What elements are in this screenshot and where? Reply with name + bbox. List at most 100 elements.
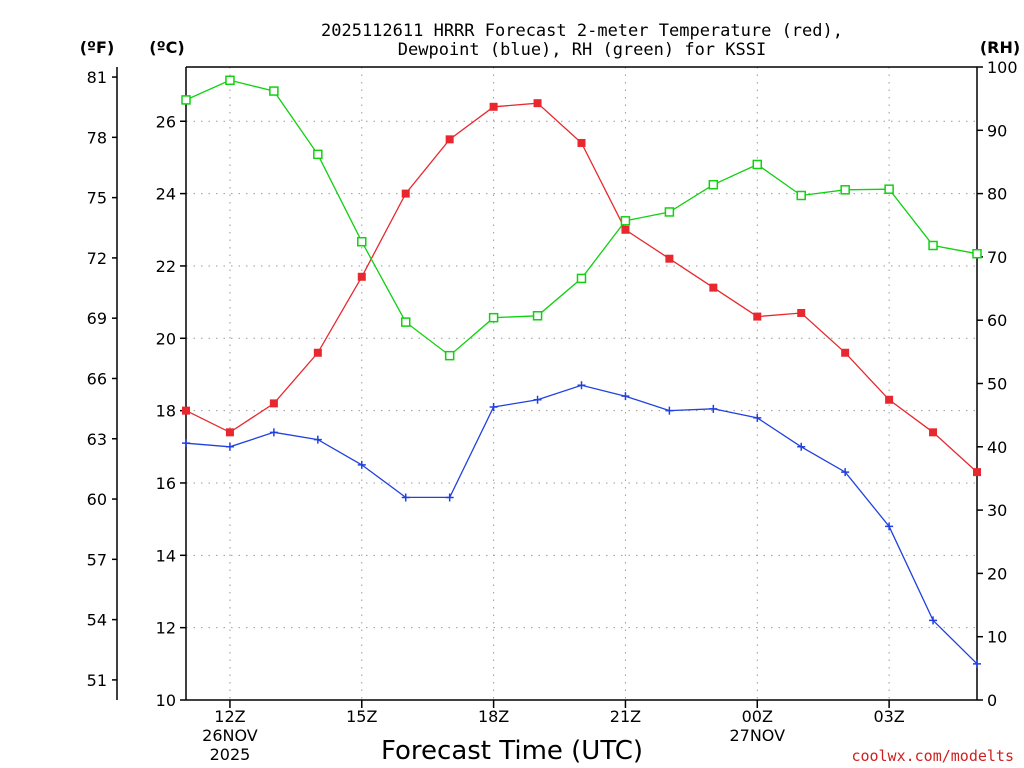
temperature-point xyxy=(225,428,234,437)
rh-series-line xyxy=(185,79,978,357)
celsius-tick-label: 26 xyxy=(156,112,176,131)
dewpoint-point xyxy=(709,404,718,413)
rh-point xyxy=(488,312,499,323)
celsius-tick-label: 10 xyxy=(156,691,176,710)
dewpoint-point xyxy=(665,406,674,415)
fahrenheit-axis-unit: (ºF) xyxy=(80,38,115,57)
rh-tick-label: 60 xyxy=(987,311,1007,330)
x-tick-label: 15Z xyxy=(346,707,377,726)
dewpoint-series-line xyxy=(185,384,978,665)
rh-point xyxy=(313,149,323,160)
temperature-point xyxy=(665,254,674,263)
temperature-point xyxy=(445,135,454,144)
x-tick-label: 21Z xyxy=(610,707,641,726)
axes xyxy=(112,66,983,708)
tick-labels: 51 54 57 60 63 66 69 72 75 78 81 10 12 14 16 18 20 22 24 26… xyxy=(87,58,1018,764)
grid-lines xyxy=(186,67,977,701)
dewpoint-point xyxy=(269,428,278,437)
rh-point xyxy=(532,311,543,321)
fahrenheit-tick-label: 54 xyxy=(87,611,107,630)
rh-axis-unit: (RH) xyxy=(980,38,1020,57)
celsius-tick-label: 24 xyxy=(156,185,176,204)
chart-title-line-2: Dewpoint (blue), RH (green) for KSSI xyxy=(398,40,766,60)
rh-tick-label: 10 xyxy=(987,628,1007,647)
fahrenheit-tick-label: 57 xyxy=(87,550,107,569)
dewpoint-point xyxy=(225,442,234,451)
rh-tick-label: 0 xyxy=(987,691,997,710)
temperature-point xyxy=(182,406,190,415)
temperature-point xyxy=(973,468,981,477)
x-tick-label: 00Z xyxy=(742,707,773,726)
dewpoint-point xyxy=(841,468,850,477)
temperature-point xyxy=(313,348,322,357)
x-tick-label: 27NOV xyxy=(729,726,785,745)
rh-point xyxy=(752,159,763,170)
rh-point xyxy=(708,179,719,190)
rh-tick-label: 20 xyxy=(987,564,1007,583)
data-series xyxy=(181,75,982,668)
fahrenheit-tick-label: 51 xyxy=(87,671,107,690)
rh-point xyxy=(928,240,938,251)
rh-tick-label: 100 xyxy=(987,58,1018,77)
temperature-series-line xyxy=(185,102,978,473)
dewpoint-point xyxy=(885,522,894,531)
celsius-axis-unit: (ºC) xyxy=(149,38,184,57)
rh-tick-label: 80 xyxy=(987,185,1007,204)
rh-tick-label: 40 xyxy=(987,438,1007,457)
fahrenheit-tick-label: 81 xyxy=(87,68,107,87)
x-tick-label: 18Z xyxy=(478,707,509,726)
rh-tick-label: 50 xyxy=(987,375,1007,394)
dewpoint-point xyxy=(357,460,366,469)
chart-title: 2025112611 HRRR Forecast 2-meter Tempera… xyxy=(321,21,843,60)
chart-title-line-1: 2025112611 HRRR Forecast 2-meter Tempera… xyxy=(321,21,843,41)
rh-point xyxy=(620,216,631,226)
dewpoint-point xyxy=(489,403,498,412)
rh-point xyxy=(972,248,982,259)
x-axis-label: Forecast Time (UTC) xyxy=(381,736,643,766)
rh-tick-label: 70 xyxy=(987,248,1007,267)
dewpoint-point xyxy=(753,413,762,422)
fahrenheit-tick-label: 72 xyxy=(87,249,107,268)
rh-tick-label: 90 xyxy=(987,121,1007,140)
dewpoint-point xyxy=(929,616,938,625)
rh-tick-label: 30 xyxy=(987,501,1007,520)
celsius-tick-label: 12 xyxy=(156,619,176,638)
fahrenheit-tick-label: 69 xyxy=(87,309,107,328)
temperature-point xyxy=(797,308,806,317)
celsius-tick-label: 18 xyxy=(156,402,176,421)
dewpoint-point xyxy=(533,395,542,404)
celsius-tick-label: 20 xyxy=(156,329,176,348)
temperature-point xyxy=(929,428,938,437)
dewpoint-point xyxy=(182,439,190,448)
temperature-point xyxy=(621,225,630,234)
fahrenheit-tick-label: 78 xyxy=(87,128,107,147)
temperature-point xyxy=(841,348,850,357)
rh-point xyxy=(884,184,894,194)
rh-point xyxy=(181,95,191,105)
celsius-tick-label: 16 xyxy=(156,474,176,493)
rh-point xyxy=(444,350,455,361)
celsius-tick-label: 14 xyxy=(156,546,176,565)
dewpoint-point xyxy=(621,392,630,401)
rh-point xyxy=(400,317,411,327)
dewpoint-point xyxy=(797,442,806,451)
fahrenheit-tick-label: 66 xyxy=(87,369,107,388)
temperature-point xyxy=(533,99,542,108)
dewpoint-point xyxy=(445,493,454,502)
rh-point xyxy=(576,273,587,284)
celsius-tick-label: 22 xyxy=(156,257,176,276)
fahrenheit-tick-label: 75 xyxy=(87,189,107,208)
temperature-point xyxy=(753,312,762,321)
fahrenheit-tick-label: 60 xyxy=(87,490,107,509)
x-tick-label: 2025 xyxy=(210,745,251,764)
temperature-point xyxy=(401,189,410,198)
rh-point xyxy=(357,236,367,247)
rh-point xyxy=(796,190,806,201)
rh-point xyxy=(225,75,235,86)
dewpoint-point xyxy=(401,493,410,502)
rh-point xyxy=(269,86,279,96)
x-tick-label: 03Z xyxy=(873,707,904,726)
temperature-point xyxy=(357,272,366,281)
temperature-point xyxy=(489,102,498,111)
